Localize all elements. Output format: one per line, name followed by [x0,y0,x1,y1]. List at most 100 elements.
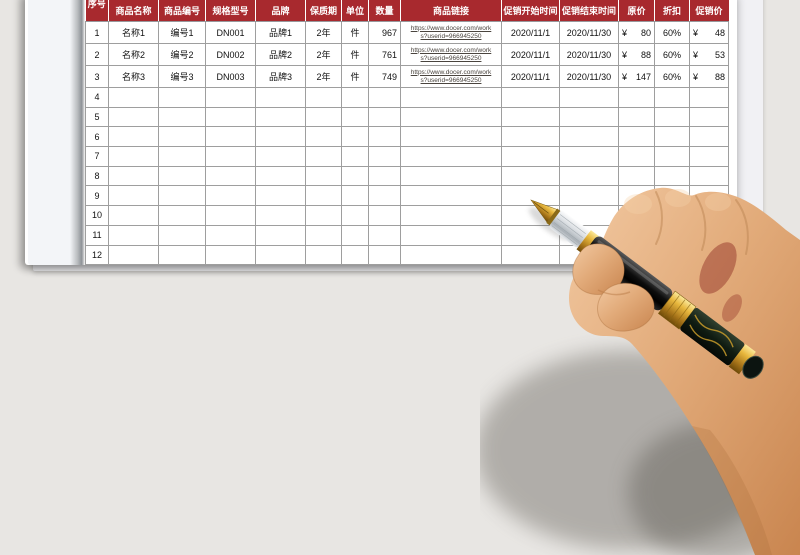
cell-model: DN001 [205,21,256,44]
cell-qty: 967 [368,21,401,44]
cell-code: 编号1 [158,21,206,44]
column-header-name: 商品名称 [108,0,159,22]
cell-qty [368,165,401,187]
cell-qty [368,106,401,128]
cell-name [108,205,159,226]
cell-no: 2 [85,43,109,66]
cell-model: DN002 [205,43,256,66]
cell-model: DN003 [205,65,256,88]
cell-discount: 60% [654,21,690,44]
cell-promo [689,106,729,128]
column-header-warranty: 保质期 [305,0,342,22]
cell-model [205,244,256,266]
column-header-code: 商品编号 [158,0,206,22]
cell-brand [255,87,306,108]
cell-unit [341,106,369,128]
cell-unit [341,224,369,246]
cell-model [205,146,256,167]
column-header-unit: 单位 [341,0,369,22]
cell-link: https://www.docer.com/work s?userid=96694… [400,43,502,66]
product-link[interactable]: https://www.docer.com/work s?userid=96694… [410,68,492,84]
empty-table-row: 8 [85,165,729,187]
cell-name: 名称3 [108,65,159,88]
cell-price: ¥88 [618,43,655,66]
cell-model [205,165,256,187]
column-header-discount: 折扣 [654,0,690,22]
column-header-brand: 品牌 [255,0,306,22]
cell-price: ¥147 [618,65,655,88]
cell-name [108,106,159,128]
cell-brand: 品牌2 [255,43,306,66]
cell-qty [368,205,401,226]
cell-warranty [305,185,342,207]
cell-qty [368,224,401,246]
cell-code [158,126,206,148]
cell-name [108,87,159,108]
cell-name [108,165,159,187]
pen-finial [742,355,764,379]
cell-warranty [305,106,342,128]
cell-warranty [305,87,342,108]
cell-code [158,106,206,128]
empty-table-row: 5 [85,106,729,128]
product-link[interactable]: https://www.docer.com/work s?userid=96694… [410,24,492,40]
cell-start: 2020/11/1 [501,65,560,88]
cell-end: 2020/11/30 [559,21,619,44]
column-header-promo: 促销价 [689,0,729,22]
cell-discount: 60% [654,43,690,66]
cell-code [158,224,206,246]
cell-start [501,106,560,128]
cell-qty [368,146,401,167]
knuckle-highlights [624,189,731,214]
cell-end [559,106,619,128]
cell-end: 2020/11/30 [559,65,619,88]
promo-price-table: 序号 商品名称 商品编号 规格型号 品牌 保质期 单位 数量 商品链接 促销开始时间 促销结束时间原… [85,0,729,266]
product-link[interactable]: https://www.docer.com/work s?userid=96694… [410,46,492,62]
cell-code [158,244,206,266]
cell-qty [368,87,401,108]
cell-brand [255,165,306,187]
cell-no: 6 [85,126,109,148]
cell-unit [341,146,369,167]
cell-warranty [305,224,342,246]
finger-creases [655,191,749,255]
table-row: 1 名称1 编号1 DN001 品牌1 2年件 967 https://www.docer.c… [85,21,729,44]
cell-code [158,146,206,167]
cell-code [158,205,206,226]
paper-left-margin [28,0,70,265]
cell-code: 编号3 [158,65,206,88]
cell-warranty [305,244,342,266]
cell-name [108,146,159,167]
cell-qty [368,244,401,266]
column-header-no: 序号 [85,0,109,22]
cell-qty [368,185,401,207]
cell-brand [255,224,306,246]
cell-brand [255,106,306,128]
pen-grip [549,210,590,248]
front-fingers [572,243,655,332]
cell-brand: 品牌3 [255,65,306,88]
cell-name [108,224,159,246]
pen-gold-ring [576,230,599,256]
pen-cap [680,307,745,366]
cell-start: 2020/11/1 [501,21,560,44]
cell-model [205,224,256,246]
cell-no: 4 [85,87,109,108]
cell-brand [255,185,306,207]
cell-start: 2020/11/1 [501,43,560,66]
cell-no: 3 [85,65,109,88]
cell-model [205,106,256,128]
cell-no: 10 [85,205,109,226]
column-header-price: 原价 [618,0,655,22]
cell-name [108,126,159,148]
cell-warranty: 2年 [305,65,342,88]
cell-warranty [305,165,342,187]
cell-name: 名称1 [108,21,159,44]
cell-unit [341,126,369,148]
cell-qty: 761 [368,43,401,66]
column-header-link: 商品链接 [400,0,502,22]
cell-model [205,87,256,108]
cell-warranty [305,126,342,148]
cell-warranty: 2年 [305,43,342,66]
cell-discount [654,106,690,128]
